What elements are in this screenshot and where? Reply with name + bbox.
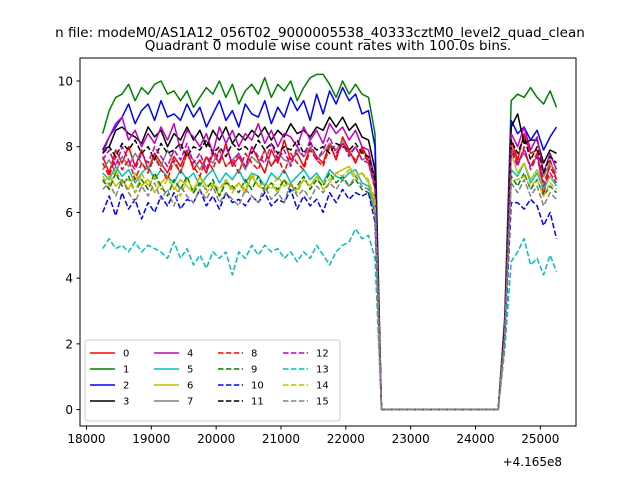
x-tick-label: 22000 (327, 432, 365, 446)
legend-box (84, 339, 341, 422)
x-offset-label: +4.165e8 (503, 455, 562, 469)
axes-frame (79, 57, 577, 427)
legend-label-0: 0 (123, 349, 129, 360)
legend-label-15: 15 (316, 397, 329, 408)
filename-line: n file: modeM0/AS1A12_056T02_9000005538_… (55, 25, 585, 41)
x-tick-label: 18000 (67, 432, 105, 446)
legend-label-5: 5 (187, 365, 193, 376)
y-axis: 0 2 4 6 8 10 (58, 75, 80, 417)
x-tick-label: 24000 (456, 432, 494, 446)
chart-title: Quadrant 0 module wise count rates with … (145, 38, 511, 54)
legend-label-12: 12 (316, 349, 329, 360)
y-tick-label: 2 (65, 337, 73, 351)
legend-label-10: 10 (251, 381, 264, 392)
legend-label-8: 8 (251, 349, 257, 360)
legend-label-2: 2 (123, 381, 129, 392)
x-tick-label: 21000 (262, 432, 300, 446)
plot-area (101, 73, 558, 411)
y-tick-label: 6 (65, 206, 73, 220)
x-axis: 18000 19000 20000 21000 22000 23000 24000 25000 (67, 426, 559, 446)
y-tick-label: 4 (65, 272, 73, 286)
series-line-15 (102, 175, 558, 411)
series-line-8 (102, 142, 558, 411)
legend-label-6: 6 (187, 381, 193, 392)
x-tick-label: 23000 (392, 432, 430, 446)
y-tick-label: 10 (58, 75, 73, 89)
x-tick-label: 19000 (132, 432, 170, 446)
legend-label-4: 4 (187, 349, 193, 360)
legend-label-1: 1 (123, 365, 129, 376)
legend-label-14: 14 (316, 381, 329, 392)
x-tick-label: 25000 (521, 432, 559, 446)
y-tick-label: 8 (65, 140, 73, 154)
legend-label-9: 9 (251, 365, 257, 376)
legend-label-11: 11 (251, 397, 264, 408)
x-tick-label: 20000 (197, 432, 235, 446)
y-tick-label: 0 (65, 403, 73, 417)
legend-label-13: 13 (316, 365, 329, 376)
legend-label-7: 7 (187, 397, 193, 408)
legend-label-3: 3 (123, 397, 129, 408)
